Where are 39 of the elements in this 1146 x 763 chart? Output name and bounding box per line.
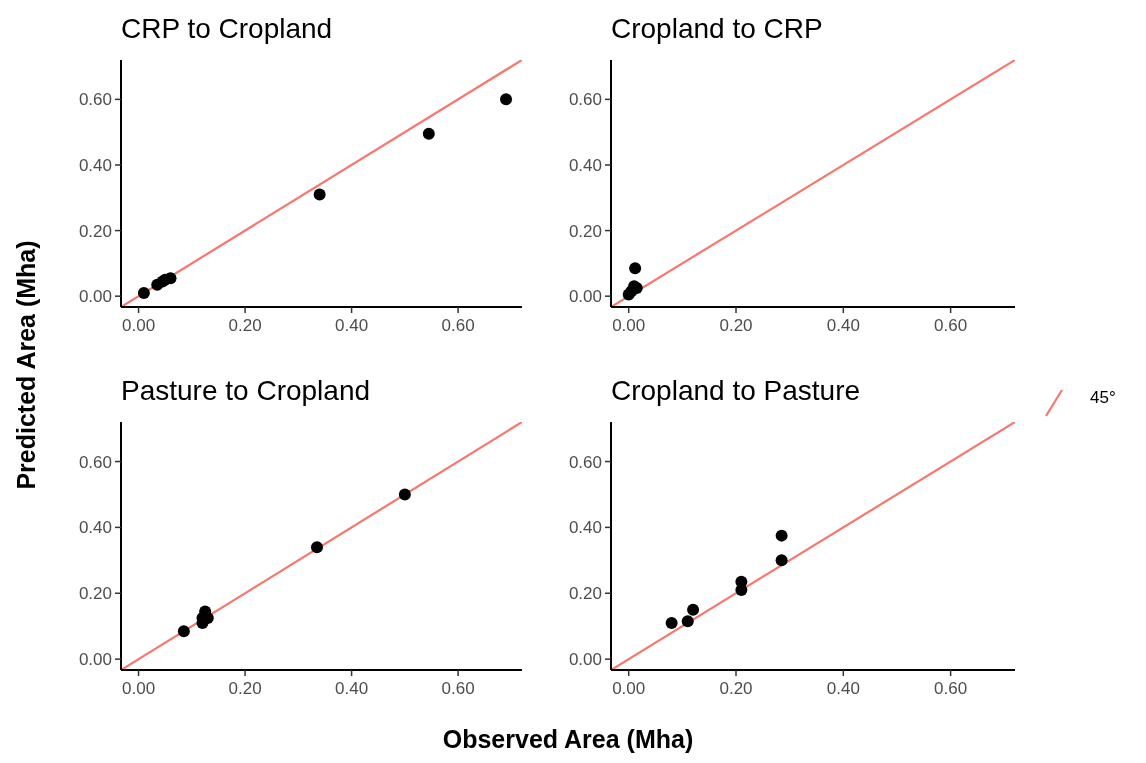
- y-tick-label: 0.20: [568, 221, 602, 241]
- legend-label: 45°: [1090, 388, 1116, 407]
- x-tick-label: 0.00: [122, 679, 156, 698]
- y-tick-label: 0.40: [78, 518, 112, 538]
- x-axis-title: Observed Area (Mha): [442, 725, 694, 753]
- y-tick-label: 0.20: [78, 584, 112, 604]
- y-tick-label: 0.60: [568, 452, 602, 472]
- y-tick-label: 0.20: [78, 221, 112, 241]
- y-tick-label: 0.40: [568, 518, 602, 538]
- x-tick-label: 0.40: [335, 679, 369, 698]
- x-tick-label: 0.60: [441, 316, 475, 335]
- y-tick-label: 0.40: [568, 155, 602, 175]
- x-tick-label: 0.60: [934, 316, 968, 335]
- y-tick-label: 0.00: [568, 650, 602, 670]
- x-tick-label: 0.20: [228, 316, 262, 335]
- x-tick-label: 0.60: [441, 679, 475, 698]
- x-tick-label: 0.20: [228, 679, 262, 698]
- x-tick-label: 0.40: [826, 316, 860, 335]
- x-tick-label: 0.40: [335, 316, 369, 335]
- x-tick-label: 0.00: [612, 679, 646, 698]
- y-tick-label: 0.40: [78, 155, 112, 175]
- x-tick-label: 0.20: [719, 679, 753, 698]
- x-tick-label: 0.00: [612, 316, 646, 335]
- y-tick-label: 0.60: [78, 90, 112, 110]
- y-tick-label: 0.60: [568, 90, 602, 110]
- chart-title: Cropland to Pasture: [611, 375, 861, 406]
- y-tick-label: 0.00: [78, 287, 112, 307]
- chart-title: Cropland to CRP: [611, 13, 823, 44]
- chart-title: Pasture to Cropland: [121, 375, 371, 406]
- y-tick-label: 0.00: [568, 287, 602, 307]
- chart-title: CRP to Cropland: [121, 13, 333, 44]
- x-tick-label: 0.60: [934, 679, 968, 698]
- y-axis-title: Predicted Area (Mha): [12, 240, 40, 490]
- y-tick-label: 0.00: [78, 650, 112, 670]
- y-tick-label: 0.60: [78, 452, 112, 472]
- y-tick-label: 0.20: [568, 584, 602, 604]
- x-tick-label: 0.40: [826, 679, 860, 698]
- x-tick-label: 0.20: [719, 316, 753, 335]
- x-tick-label: 0.00: [122, 316, 156, 335]
